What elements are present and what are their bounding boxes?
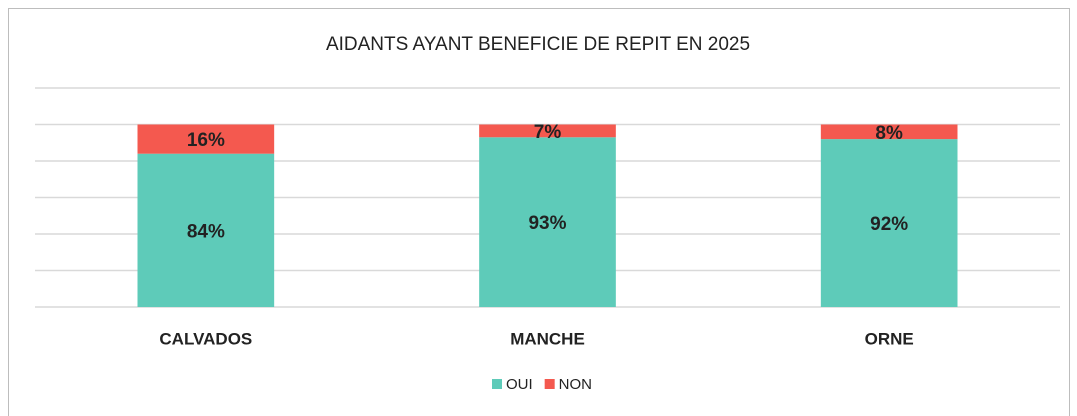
bar-segment [137,124,275,154]
legend-label: OUI [506,376,533,393]
legend-swatch [492,379,502,389]
bar-segment [137,153,275,307]
x-tick-label: ORNE [865,329,914,348]
data-label: 8% [875,123,903,144]
bar-segment [820,139,958,307]
bar-segment [479,137,616,307]
data-label: 16% [187,130,225,151]
legend-swatch [544,379,555,389]
data-label: 84% [187,221,225,242]
legend-label: NON [559,376,592,393]
chart-title: AIDANTS AYANT BENEFICIE DE REPIT EN 2025 [326,34,750,55]
data-label: 93% [528,213,566,234]
bar-segment [820,124,958,140]
x-tick-label: CALVADOS [159,329,252,348]
data-label: 7% [534,122,562,143]
data-label: 92% [870,214,908,235]
bar-segment [479,124,616,138]
x-tick-label: MANCHE [510,329,585,348]
